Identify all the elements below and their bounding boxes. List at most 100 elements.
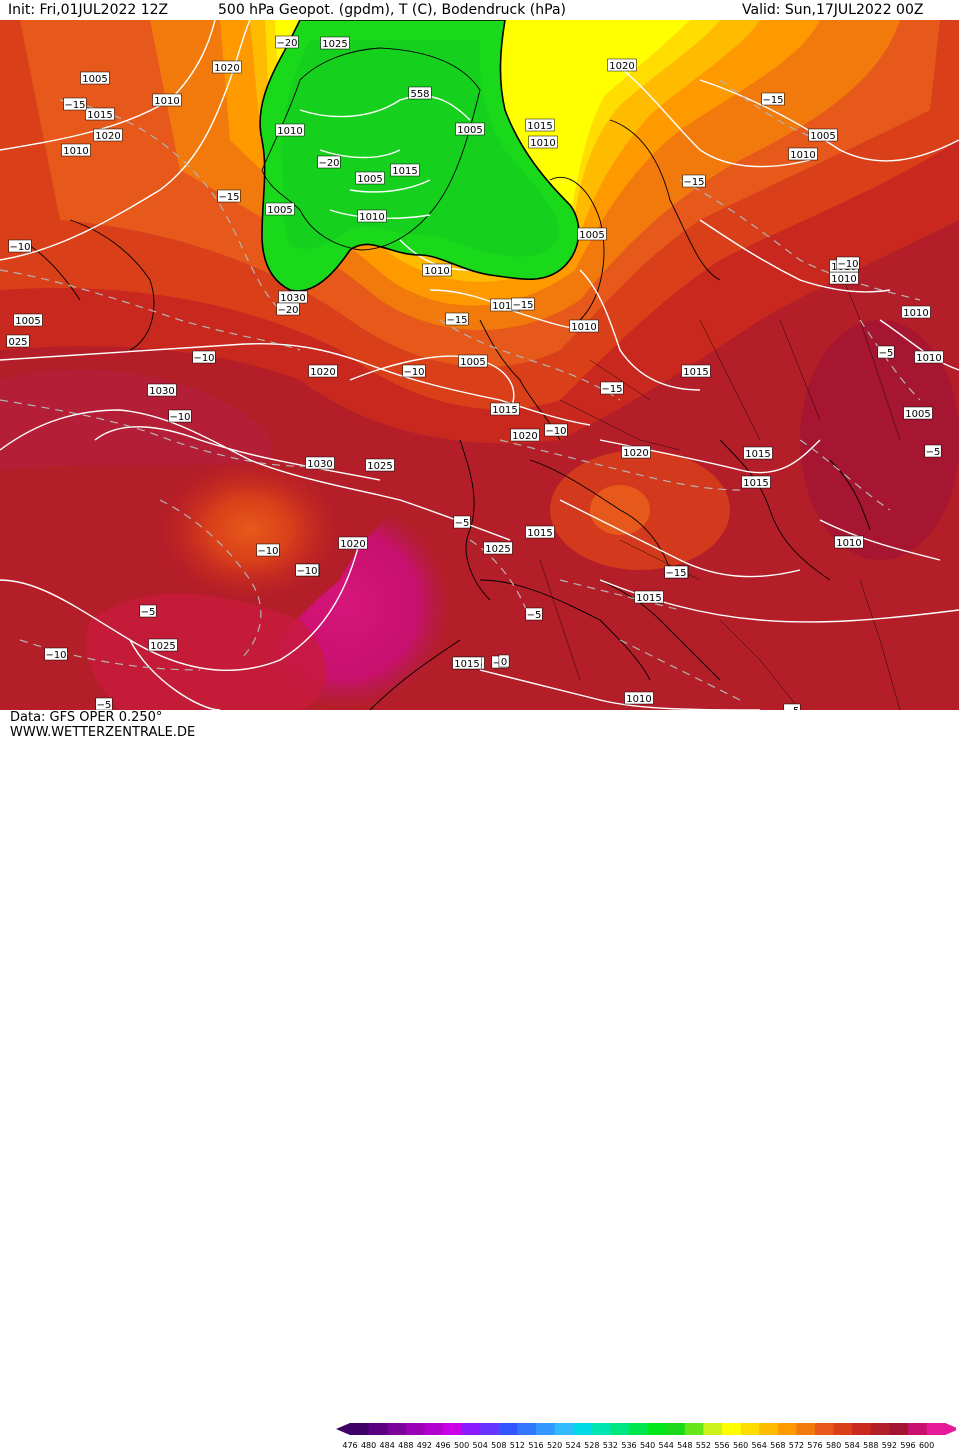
colorbar-segment	[703, 1423, 723, 1435]
isotherm-label: −5	[783, 703, 801, 710]
colorbar-segment	[498, 1423, 518, 1435]
svg-text:1020: 1020	[310, 367, 335, 378]
colorbar-tick-label: 556	[714, 1441, 729, 1450]
svg-text:1010: 1010	[836, 538, 861, 549]
isobar-label: 1015	[525, 118, 555, 132]
isobar-label: 1005	[355, 171, 385, 185]
svg-text:1005: 1005	[15, 316, 40, 327]
isobar-label: 1005	[458, 354, 488, 368]
svg-text:1010: 1010	[359, 212, 384, 223]
colorbar-tick-label: 500	[454, 1441, 469, 1450]
isotherm-label: −10	[836, 256, 860, 270]
colorbar-tick-label: 528	[584, 1441, 599, 1450]
colorbar-tick-label: 544	[659, 1441, 674, 1450]
isotherm-label: 0	[498, 654, 510, 668]
svg-text:−20: −20	[276, 38, 297, 49]
svg-text:0: 0	[501, 657, 507, 668]
svg-text:1015: 1015	[392, 166, 417, 177]
isobar-label: 1010	[834, 535, 864, 549]
isotherm-label: −10	[402, 364, 426, 378]
isobar-label: 1010	[914, 350, 944, 364]
colorbar-tick-label: 536	[621, 1441, 636, 1450]
colorbar-tick-label: 488	[398, 1441, 413, 1450]
svg-text:−15: −15	[665, 568, 686, 579]
isobar-label: 1005	[808, 128, 838, 142]
isotherm-label: −15	[511, 297, 535, 311]
svg-text:−10: −10	[45, 650, 66, 661]
svg-text:1020: 1020	[214, 63, 239, 74]
svg-text:1005: 1005	[810, 131, 835, 142]
map-footer: Data: GFS OPER 0.250° WWW.WETTERZENTRALE…	[0, 710, 959, 1450]
colorbar-segment	[684, 1423, 704, 1435]
isobar-label: 1010	[528, 135, 558, 149]
colorbar-tick-label: 588	[863, 1441, 878, 1450]
svg-text:1010: 1010	[424, 266, 449, 277]
isobar-label: 1010	[901, 305, 931, 319]
isobar-label: 558	[408, 86, 432, 100]
svg-text:1025: 1025	[322, 39, 347, 50]
isobar-label: 1015	[525, 525, 555, 539]
svg-text:1020: 1020	[609, 61, 634, 72]
isotherm-label: −10	[295, 563, 319, 577]
isotherm-label: −15	[761, 92, 785, 106]
isobar-label: 1015	[490, 402, 520, 416]
svg-text:−5: −5	[141, 607, 156, 618]
svg-text:−10: −10	[169, 412, 190, 423]
isobar-label: 1015	[85, 107, 115, 121]
isobar-label: 1020	[308, 364, 338, 378]
isobar-label: 1010	[569, 319, 599, 333]
svg-text:−10: −10	[257, 546, 278, 557]
svg-text:−5: −5	[455, 518, 470, 529]
colorbar-segment	[591, 1423, 611, 1435]
isobar-label: 1005	[577, 227, 607, 241]
svg-text:−10: −10	[296, 566, 317, 577]
isobar-label: 1010	[829, 271, 859, 285]
colorbar-segment	[368, 1423, 388, 1435]
isobar-label: 025	[6, 334, 30, 348]
colorbar-segment	[536, 1423, 556, 1435]
colorbar-segment	[424, 1423, 444, 1435]
svg-text:−15: −15	[512, 300, 533, 311]
isotherms	[0, 79, 921, 701]
isobar-label: 1020	[338, 536, 368, 550]
colorbar-segment	[908, 1423, 928, 1435]
svg-text:1015: 1015	[683, 367, 708, 378]
colorbar-segment	[480, 1423, 500, 1435]
svg-text:1025: 1025	[367, 461, 392, 472]
svg-text:−15: −15	[446, 315, 467, 326]
isobar-label: 1005	[80, 71, 110, 85]
colorbar-tick-label: 532	[603, 1441, 618, 1450]
colorbar-segment	[759, 1423, 779, 1435]
svg-text:1015: 1015	[745, 449, 770, 460]
colorbar: 476 480 484 488 492 496 500 504 508 512 516 520 524 5…	[336, 1423, 956, 1450]
svg-text:−15: −15	[762, 95, 783, 106]
pressure-labels: 1005 1010 1015 1020 1025 1030 558 1010 1005 1015 1…	[6, 36, 944, 705]
isobar-label: 1030	[305, 456, 335, 470]
svg-text:1015: 1015	[454, 659, 479, 670]
isobar-label: 1020	[621, 445, 651, 459]
isobar-label: 1010	[422, 263, 452, 277]
colorbar-segment	[740, 1423, 760, 1435]
svg-text:1005: 1005	[357, 174, 382, 185]
svg-text:−5: −5	[879, 348, 894, 359]
isotherm-label: −10	[256, 543, 280, 557]
svg-text:−5: −5	[926, 447, 941, 458]
colorbar-tick-label: 480	[361, 1441, 376, 1450]
country-borders	[539, 269, 901, 710]
colorbar-segment	[610, 1423, 630, 1435]
colorbar-segment	[461, 1423, 481, 1435]
svg-text:1025: 1025	[150, 641, 175, 652]
svg-text:−15: −15	[218, 192, 239, 203]
data-source: Data: GFS OPER 0.250°	[10, 710, 163, 725]
svg-text:1005: 1005	[82, 74, 107, 85]
isobar-label: 1010	[357, 209, 387, 223]
isobar-label: 1005	[13, 313, 43, 327]
isotherm-label: −20	[317, 155, 341, 169]
colorbar-tick-label: 552	[696, 1441, 711, 1450]
svg-text:1020: 1020	[623, 448, 648, 459]
svg-text:−20: −20	[277, 305, 298, 316]
svg-text:1020: 1020	[95, 131, 120, 142]
svg-text:1015: 1015	[492, 405, 517, 416]
isotherm-label: −5	[877, 345, 895, 359]
colorbar-segment	[777, 1423, 797, 1435]
